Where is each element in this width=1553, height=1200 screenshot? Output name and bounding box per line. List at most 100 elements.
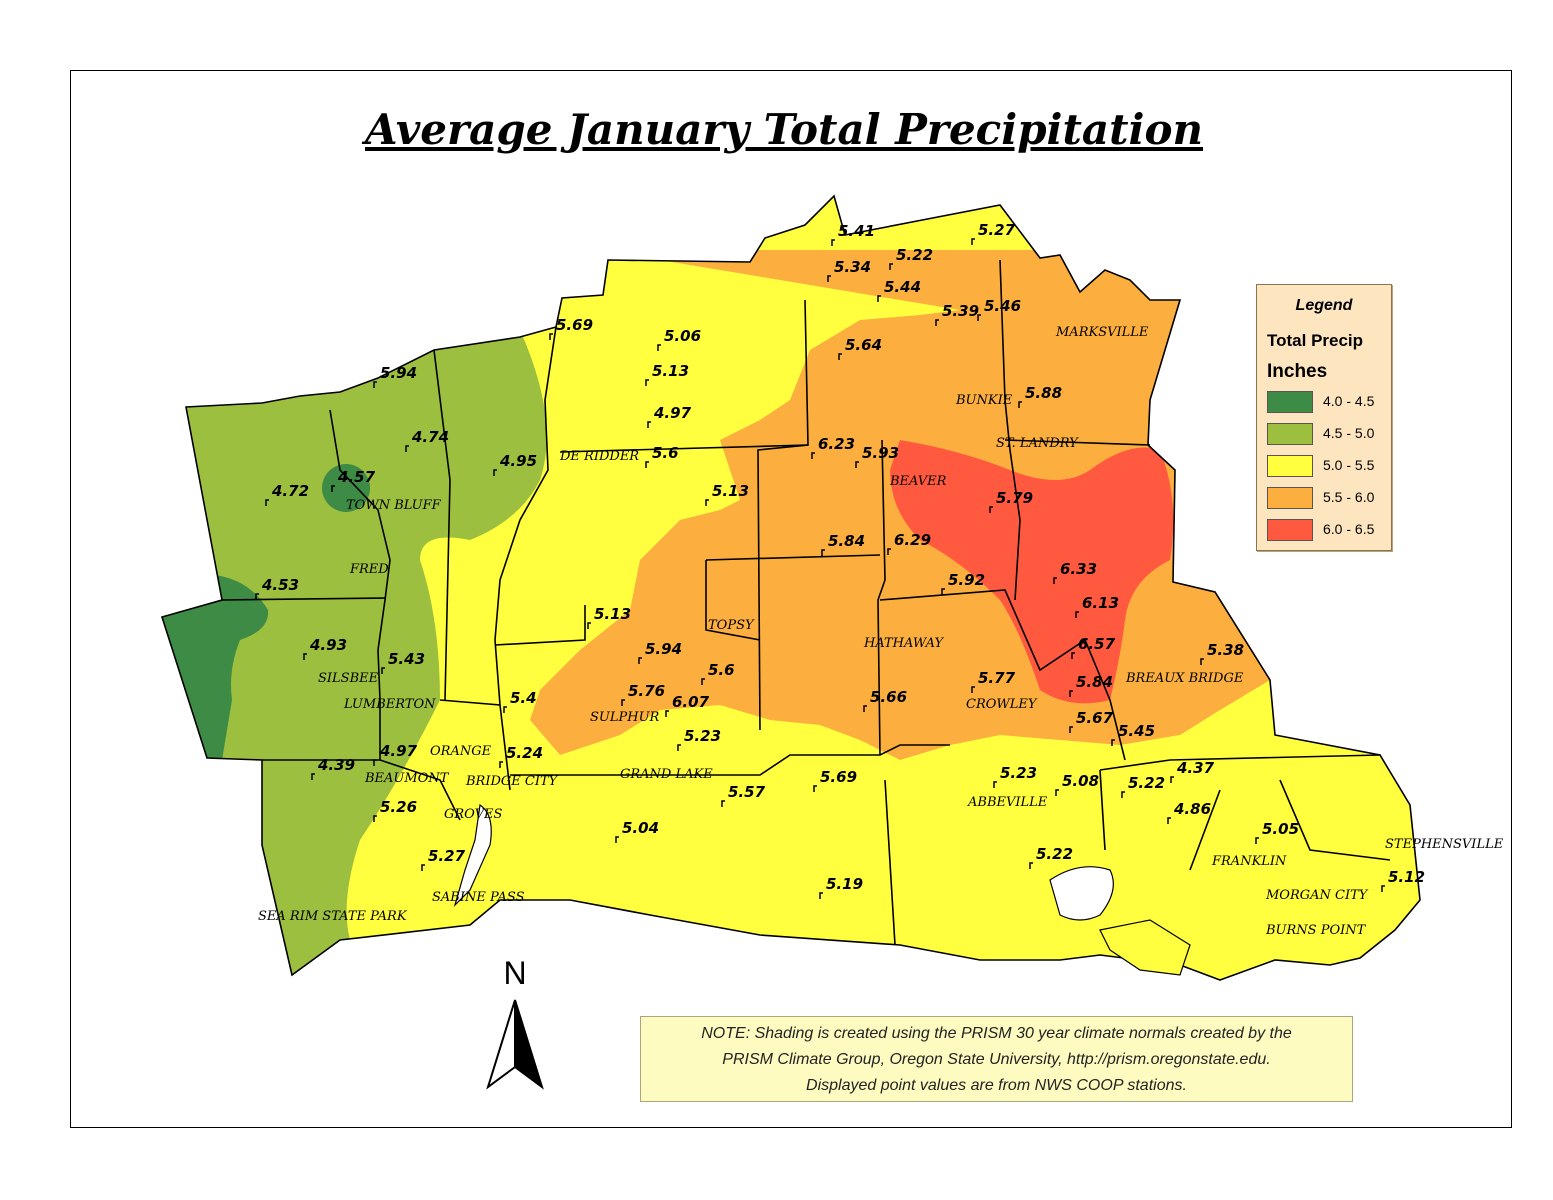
- station-marker-icon: [1111, 739, 1115, 746]
- station-marker-icon: [615, 836, 619, 843]
- station-value: 5.69: [820, 768, 857, 786]
- station-value: 4.97: [653, 404, 692, 422]
- place-name: HATHAWAY: [863, 636, 944, 651]
- station-marker-icon: [877, 295, 881, 302]
- station-marker-icon: [373, 815, 377, 822]
- station-marker-icon: [989, 506, 993, 513]
- station: 5.08: [1055, 772, 1099, 796]
- station-marker-icon: [811, 452, 815, 459]
- station-marker-icon: [621, 699, 625, 706]
- station-value: 5.13: [594, 605, 631, 623]
- station-marker-icon: [889, 263, 893, 270]
- note-line: Displayed point values are from NWS COOP…: [806, 1077, 1187, 1094]
- station: 5.27: [421, 847, 466, 871]
- station-marker-icon: [993, 781, 997, 788]
- station-value: 5.84: [1076, 673, 1113, 691]
- station: 4.97: [647, 404, 692, 428]
- station-marker-icon: [1029, 862, 1033, 869]
- station-marker-icon: [638, 657, 642, 664]
- station-value: 6.33: [1060, 560, 1097, 578]
- station: 4.74: [405, 428, 449, 452]
- station-marker-icon: [311, 773, 315, 780]
- station: 4.86: [1167, 800, 1211, 824]
- station: 5.45: [1111, 722, 1155, 746]
- station-marker-icon: [1170, 776, 1174, 783]
- legend-subtitle: Total Precip: [1267, 331, 1364, 350]
- station-value: 4.74: [411, 428, 449, 446]
- station: 5.05: [1255, 820, 1299, 844]
- place-name: BRIDGE CITY: [465, 774, 559, 789]
- station: 4.37: [1170, 759, 1215, 783]
- station: 5.69: [549, 316, 593, 340]
- station: 6.13: [1075, 594, 1119, 618]
- station-value: 4.39: [317, 756, 355, 774]
- station: 5.94: [638, 640, 682, 664]
- station-marker-icon: [1018, 401, 1022, 408]
- station: 5.13: [705, 482, 749, 506]
- station-value: 5.08: [1062, 772, 1099, 790]
- station: 5.57: [721, 783, 766, 807]
- legend-unit: Inches: [1267, 361, 1328, 382]
- station-marker-icon: [935, 319, 939, 326]
- water-bodies: [453, 803, 1191, 976]
- station-marker-icon: [1075, 611, 1079, 618]
- place-name: BEAVER: [889, 474, 947, 489]
- station: 5.22: [1121, 774, 1165, 798]
- station-value: 5.57: [728, 783, 766, 801]
- station: 5.12: [1381, 868, 1425, 892]
- station: 5.04: [615, 819, 659, 843]
- place-name: BEAUMONT: [364, 771, 450, 786]
- station-marker-icon: [1055, 789, 1059, 796]
- station-value: 5.43: [388, 650, 425, 668]
- station-value: 5.94: [380, 364, 417, 382]
- station-value: 5.34: [834, 258, 871, 276]
- station: 5.79: [989, 489, 1033, 513]
- station: 5.84: [1069, 673, 1113, 697]
- data-note: NOTE: Shading is created using the PRISM…: [640, 1016, 1353, 1102]
- station: 5.66: [863, 688, 907, 712]
- place-name: ABBEVILLE: [967, 795, 1048, 810]
- station-marker-icon: [941, 588, 945, 595]
- station-value: 5.44: [884, 278, 921, 296]
- boundary-lines: [160, 194, 1421, 981]
- station-marker-icon: [1053, 577, 1057, 584]
- station: 5.19: [819, 875, 863, 899]
- station-marker-icon: [493, 469, 497, 476]
- station: 5.4: [503, 689, 537, 713]
- station-value: 6.29: [894, 531, 931, 549]
- place-name: MORGAN CITY: [1265, 888, 1369, 903]
- station-marker-icon: [971, 686, 975, 693]
- station: 6.57: [1071, 635, 1116, 659]
- station: 5.23: [993, 764, 1037, 788]
- place-name: LUMBERTON: [343, 697, 436, 712]
- station-marker-icon: [499, 761, 503, 768]
- legend-label: 6.0 - 6.5: [1323, 521, 1375, 537]
- station-marker-icon: [303, 653, 307, 660]
- station: 5.92: [941, 571, 985, 595]
- station-marker-icon: [657, 344, 661, 351]
- precip-shading: [162, 196, 1420, 980]
- station-marker-icon: [549, 333, 553, 340]
- station-value: 5.69: [556, 316, 593, 334]
- place-name: SULPHUR: [590, 710, 660, 725]
- station-marker-icon: [265, 499, 269, 506]
- legend-title: Legend: [1295, 297, 1353, 314]
- station-marker-icon: [1167, 817, 1171, 824]
- station: 5.06: [657, 327, 701, 351]
- station: 6.33: [1053, 560, 1097, 584]
- station-value: 5.93: [862, 444, 899, 462]
- station: 4.39: [311, 756, 355, 780]
- station-value: 5.06: [664, 327, 701, 345]
- station-value: 5.76: [628, 682, 665, 700]
- station: 5.27: [971, 221, 1016, 245]
- station-marker-icon: [1071, 652, 1075, 659]
- station-value: 5.22: [1036, 845, 1073, 863]
- legend-swatch: [1267, 487, 1313, 509]
- station-marker-icon: [821, 549, 825, 556]
- station-marker-icon: [373, 381, 377, 388]
- station-marker-icon: [819, 892, 823, 899]
- station-marker-icon: [887, 548, 891, 555]
- map-frame: [70, 70, 1512, 1128]
- station-value: 6.13: [1082, 594, 1119, 612]
- station: 5.46: [977, 297, 1021, 321]
